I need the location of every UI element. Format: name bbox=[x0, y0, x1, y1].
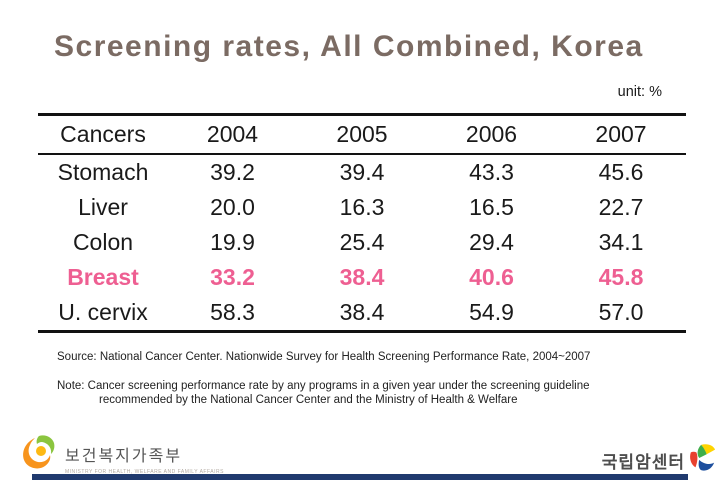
ministry-logo-text-block: 보건복지가족부 MINISTRY FOR HEALTH, WELFARE AND… bbox=[65, 434, 224, 475]
table-cell: 45.6 bbox=[598, 159, 644, 185]
pinwheel-leaf-icon bbox=[688, 443, 716, 478]
row-label: Stomach bbox=[57, 159, 149, 185]
table-cell: 54.9 bbox=[469, 299, 514, 325]
source-text: Source: National Cancer Center. Nationwi… bbox=[57, 351, 591, 363]
row-label: Breast bbox=[67, 264, 139, 290]
table-cell: 58.3 bbox=[210, 299, 255, 325]
ncc-logo: 국립암센터 bbox=[602, 443, 716, 478]
table-cell: 33.2 bbox=[210, 264, 255, 290]
table-cell: 16.3 bbox=[339, 194, 385, 220]
table-cell: 34.1 bbox=[598, 229, 644, 255]
table-body: Stomach 39.2 39.4 43.3 45.6 Liver 20.0 16.3 16.5… bbox=[38, 155, 686, 330]
table-cell: 43.3 bbox=[469, 159, 514, 185]
table-row: Stomach 39.2 39.4 43.3 45.6 bbox=[38, 155, 686, 190]
table-cell: 25.4 bbox=[339, 229, 385, 255]
table-row: U. cervix 58.3 38.4 54.9 57.0 bbox=[38, 295, 686, 330]
column-header: Cancers bbox=[60, 121, 146, 147]
table-cell: 19.9 bbox=[210, 229, 255, 255]
table-row: Breast 33.2 38.4 40.6 45.8 bbox=[38, 260, 686, 295]
ministry-logo-text: 보건복지가족부 bbox=[65, 448, 183, 465]
table-cell: 20.0 bbox=[210, 194, 255, 220]
table-header-row: Cancers 2004 2005 2006 2007 bbox=[38, 116, 686, 155]
table-cell: 57.0 bbox=[598, 299, 644, 325]
table-cell: 38.4 bbox=[339, 264, 385, 290]
table-cell: 45.8 bbox=[598, 264, 644, 290]
unit-label: unit: % bbox=[617, 84, 662, 100]
column-header: 2006 bbox=[465, 121, 518, 147]
table-row: Colon 19.9 25.4 29.4 34.1 bbox=[38, 225, 686, 260]
ministry-logo-tagline: MINISTRY FOR HEALTH, WELFARE AND FAMILY … bbox=[65, 469, 224, 475]
column-header: 2007 bbox=[595, 121, 647, 147]
table-cell: 22.7 bbox=[598, 194, 644, 220]
ncc-logo-text: 국립암센터 bbox=[601, 453, 685, 472]
table-cell: 29.4 bbox=[469, 229, 514, 255]
table-cell: 39.2 bbox=[210, 159, 255, 185]
table-cell: 39.4 bbox=[339, 159, 385, 185]
screening-rates-table: Cancers 2004 2005 2006 2007 Stomach 39.2 39.4 4… bbox=[38, 113, 686, 333]
row-label: U. cervix bbox=[58, 299, 148, 325]
column-header: 2005 bbox=[336, 121, 388, 147]
table-row: Liver 20.0 16.3 16.5 22.7 bbox=[38, 190, 686, 225]
note-line-2: recommended by the National Cancer Cente… bbox=[99, 393, 518, 406]
footer-accent-bar bbox=[32, 474, 688, 480]
table-cell: 16.5 bbox=[469, 194, 514, 220]
row-label: Liver bbox=[78, 194, 128, 220]
slide-title: Screening rates, All Combined, Korea bbox=[54, 30, 644, 63]
row-label: Colon bbox=[72, 229, 134, 255]
note-text: Note: Cancer screening performance rate … bbox=[57, 380, 590, 407]
column-header: 2004 bbox=[206, 121, 259, 147]
note-line-1: Note: Cancer screening performance rate … bbox=[57, 380, 590, 392]
swirl-emblem-icon bbox=[18, 434, 58, 477]
table-cell: 40.6 bbox=[469, 264, 514, 290]
table-cell: 38.4 bbox=[339, 299, 385, 325]
ministry-logo: 보건복지가족부 MINISTRY FOR HEALTH, WELFARE AND… bbox=[18, 434, 224, 477]
